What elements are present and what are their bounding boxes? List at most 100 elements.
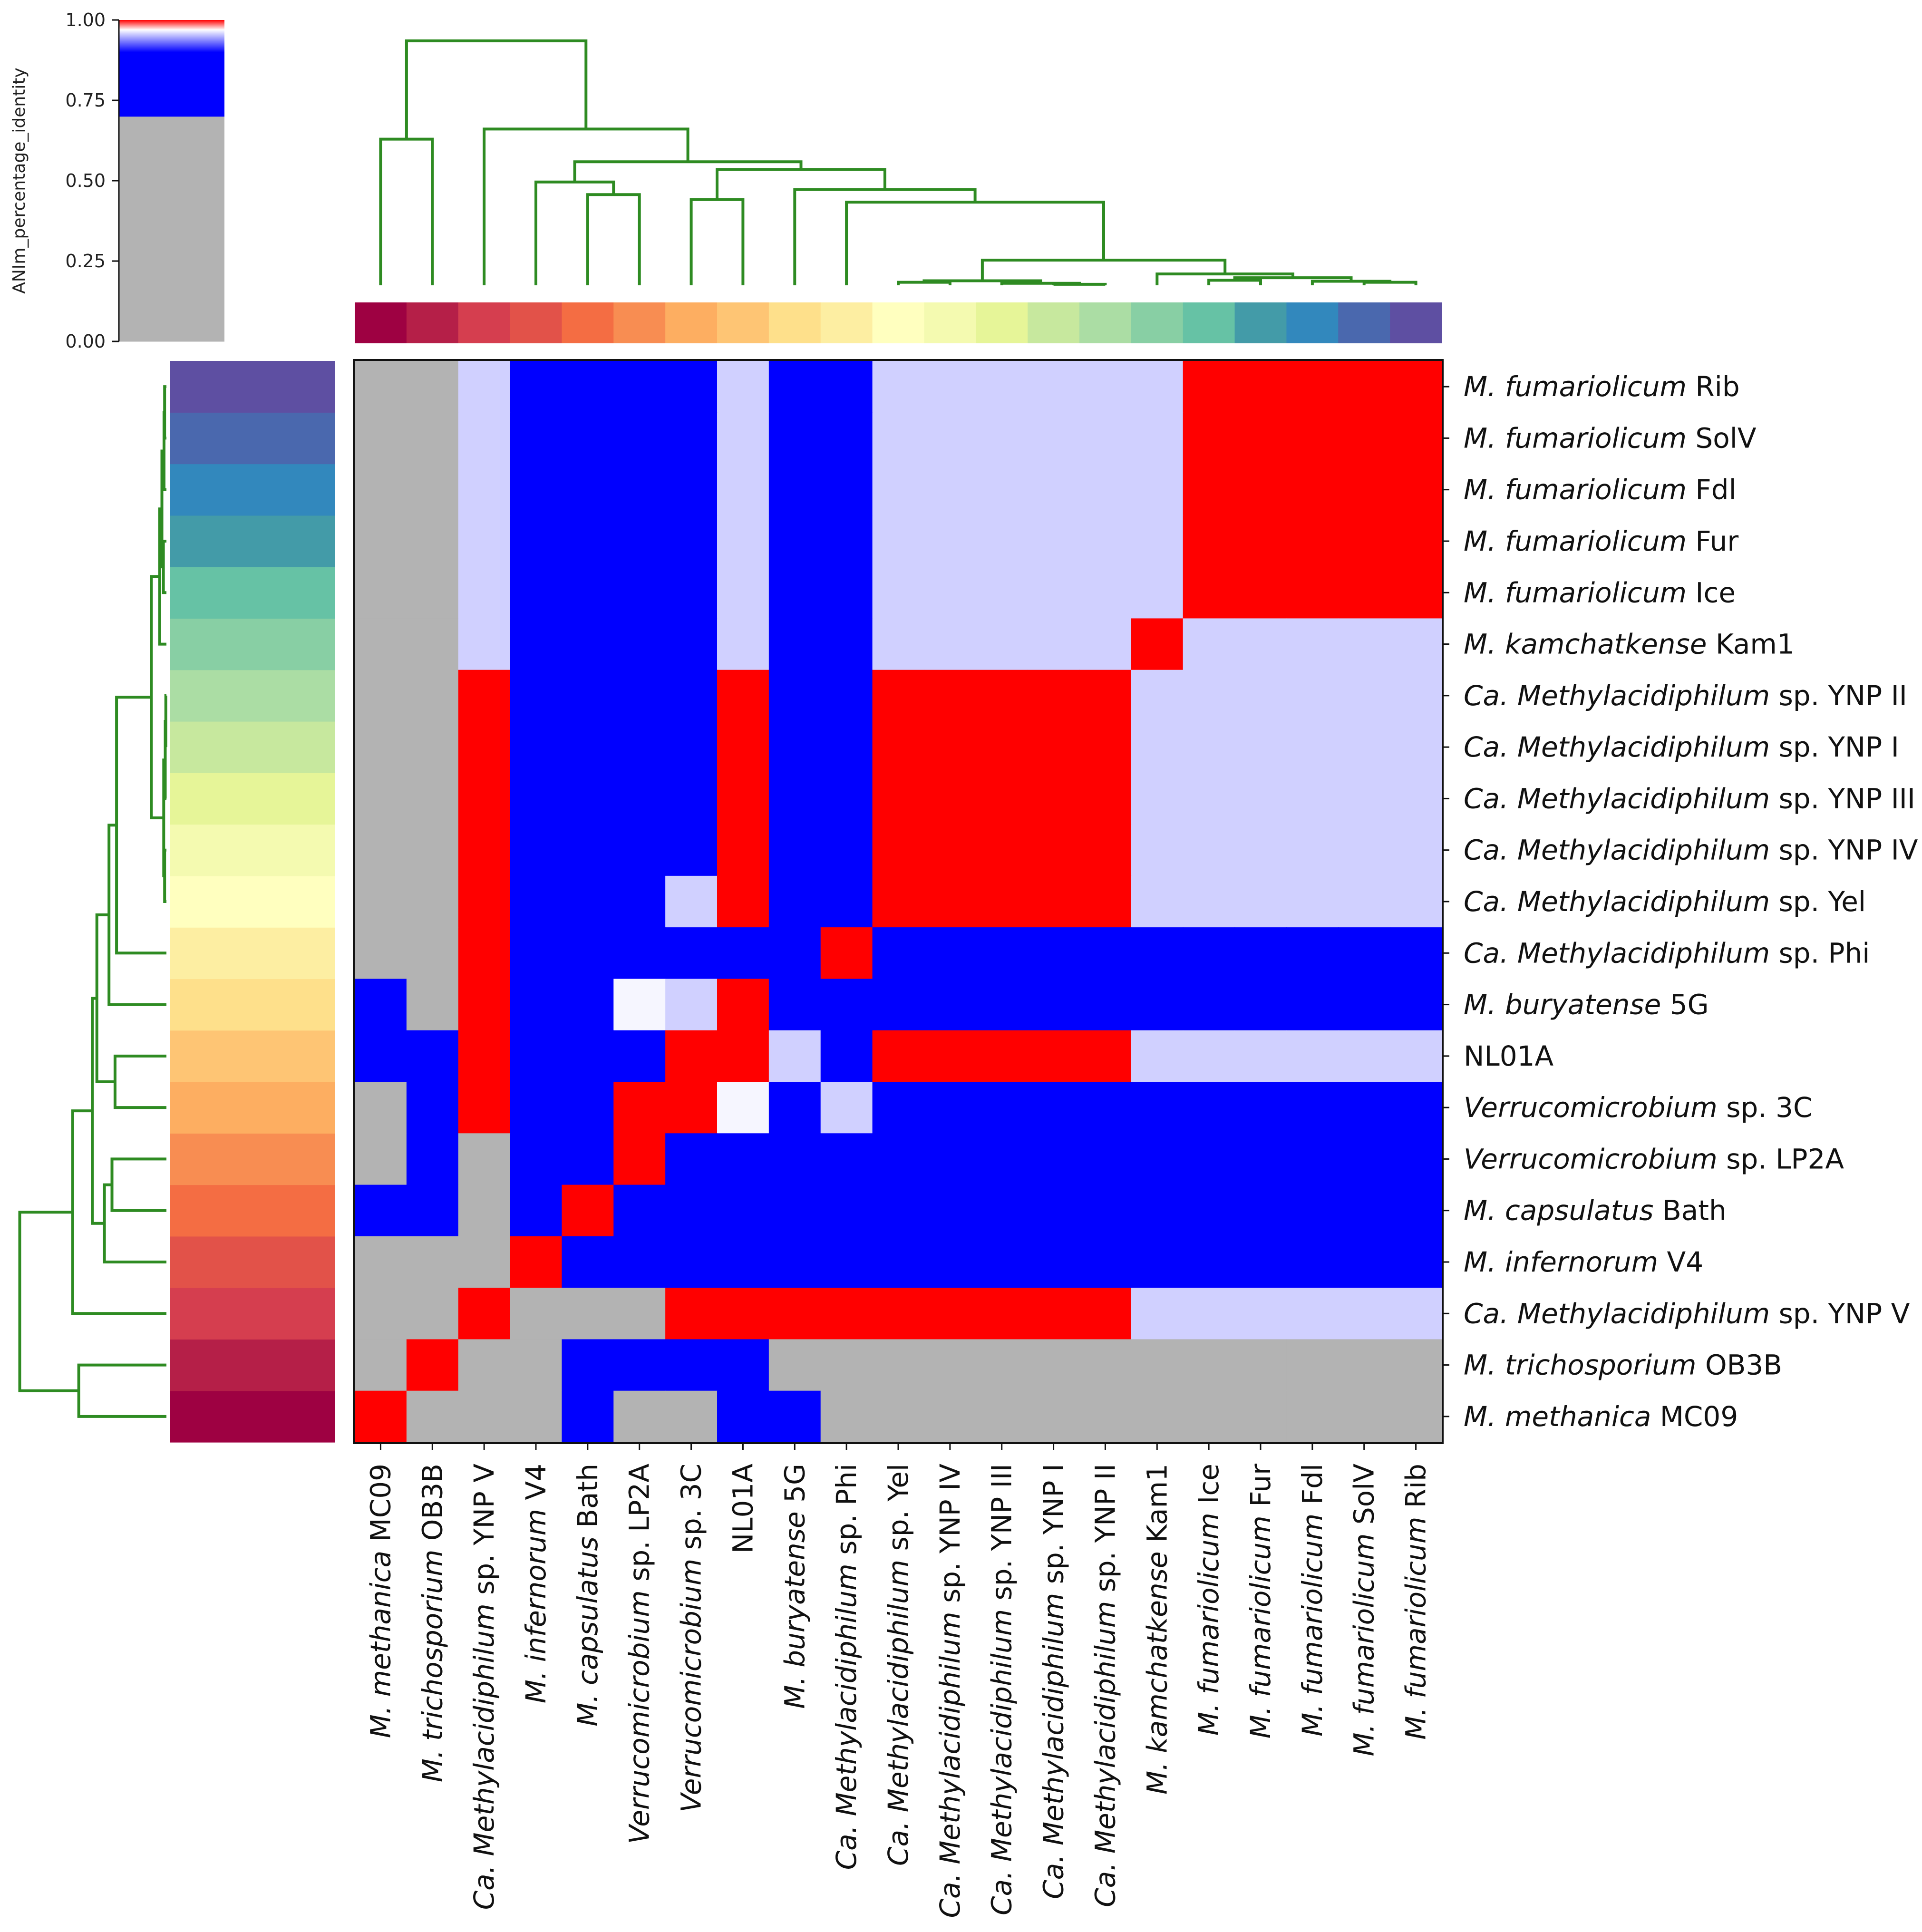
col-label: M. capsulatus Bath: [572, 1464, 604, 1727]
heatmap-cell: [1338, 1339, 1390, 1391]
heatmap-cell: [717, 927, 769, 980]
heatmap-cell: [406, 670, 459, 722]
heatmap-cell: [1183, 464, 1235, 516]
class-color-cell: [170, 1339, 335, 1391]
heatmap-cell: [355, 464, 407, 516]
class-color-cell: [170, 773, 335, 825]
heatmap-cell: [406, 618, 459, 670]
heatmap-cell: [406, 979, 459, 1031]
heatmap-cell: [1286, 515, 1339, 567]
heatmap-cell: [1131, 824, 1184, 876]
heatmap-cell: [510, 1236, 563, 1288]
col-label: Verrucomicrobium sp. 3C: [675, 1464, 708, 1813]
class-color-cell: [665, 302, 718, 343]
heatmap-cell: [1390, 670, 1442, 722]
heatmap-cell: [924, 567, 976, 619]
heatmap-cell: [1390, 1133, 1442, 1185]
heatmap-cell: [1131, 1390, 1184, 1443]
heatmap-cell: [768, 670, 821, 722]
row-label: M. trichosporium OB3B: [1464, 1349, 1782, 1381]
heatmap-cell: [820, 1030, 873, 1082]
heatmap-cell: [665, 1339, 718, 1391]
heatmap-cell: [1286, 567, 1339, 619]
heatmap-cell: [406, 1030, 459, 1082]
heatmap-cell: [976, 721, 1028, 773]
heatmap-cell: [872, 1082, 925, 1134]
heatmap-cell: [1131, 1288, 1184, 1340]
heatmap-cell: [665, 1082, 718, 1134]
heatmap-cell: [613, 464, 666, 516]
heatmap-cell: [1286, 721, 1339, 773]
colorbar: 0.00 0.25 0.50 0.75 1.00 ANIm_percentage_iden…: [10, 10, 224, 352]
heatmap-cell: [1338, 1390, 1390, 1443]
heatmap-cell: [976, 1288, 1028, 1340]
heatmap-cell: [820, 1236, 873, 1288]
dendrogram-link: [716, 168, 886, 200]
heatmap-cell: [1234, 1184, 1287, 1237]
heatmap-cell: [562, 1390, 614, 1443]
heatmap-cell: [562, 773, 614, 825]
heatmap-cell: [665, 927, 718, 980]
heatmap-cell: [820, 875, 873, 928]
col-label: Ca. Methylacidiphilum sp. YNP II: [1089, 1464, 1121, 1907]
heatmap-cell: [1131, 1184, 1184, 1237]
heatmap-cell: [872, 1288, 925, 1340]
heatmap-cell: [1183, 824, 1235, 876]
heatmap-cell: [613, 1390, 666, 1443]
heatmap-cell: [1390, 1082, 1442, 1134]
heatmap-cell: [872, 464, 925, 516]
heatmap-cell: [872, 361, 925, 413]
col-label: M. methanica MC09: [364, 1464, 397, 1738]
dendrogram-link: [71, 1109, 166, 1315]
heatmap-cell: [924, 670, 976, 722]
heatmap-cell: [1390, 1184, 1442, 1237]
heatmap-cell: [510, 567, 563, 619]
heatmap-cell: [1183, 721, 1235, 773]
heatmap-cell: [1286, 927, 1339, 980]
heatmap-cell: [562, 361, 614, 413]
heatmap-cell: [872, 618, 925, 670]
row-label: NL01A: [1464, 1040, 1554, 1072]
heatmap-cell: [1079, 824, 1132, 876]
row-label: M. fumariolicum SolV: [1464, 422, 1757, 454]
heatmap-cell: [1338, 412, 1390, 465]
dendrogram-link: [162, 411, 166, 491]
heatmap-cell: [872, 927, 925, 980]
heatmap-cell: [1390, 464, 1442, 516]
row-label: Ca. Methylacidiphilum sp. Phi: [1464, 937, 1870, 969]
heatmap-cell: [924, 875, 976, 928]
heatmap-cell: [562, 1288, 614, 1340]
heatmap-cell: [1131, 1082, 1184, 1134]
heatmap-cell: [355, 515, 407, 567]
heatmap-cell: [1183, 1236, 1235, 1288]
class-color-cell: [170, 1288, 335, 1340]
col-label: M. infernorum V4: [520, 1464, 552, 1703]
class-color-cell: [924, 302, 976, 343]
colorbar-tick-label: 1.00: [65, 10, 106, 30]
heatmap-cell: [1028, 1184, 1080, 1237]
heatmap-cell: [1286, 824, 1339, 876]
heatmap-cell: [820, 464, 873, 516]
heatmap-cell: [717, 464, 769, 516]
heatmap-cell: [1131, 361, 1184, 413]
class-color-cell: [1234, 302, 1287, 343]
heatmap-cell: [976, 773, 1028, 825]
heatmap-cell: [1079, 1236, 1132, 1288]
heatmap-cell: [665, 670, 718, 722]
heatmap-cell: [768, 875, 821, 928]
heatmap-cell: [1286, 1030, 1339, 1082]
heatmap-cell: [1131, 875, 1184, 928]
heatmap-cell: [717, 824, 769, 876]
heatmap-cell: [1286, 979, 1339, 1031]
heatmap-cell: [820, 979, 873, 1031]
heatmap-cell: [1338, 927, 1390, 980]
heatmap-cell: [510, 1082, 563, 1134]
heatmap-cell: [1079, 618, 1132, 670]
heatmap-cell: [717, 412, 769, 465]
dendrogram-link: [573, 160, 803, 182]
heatmap-cell: [1183, 1390, 1235, 1443]
heatmap-cell: [665, 1288, 718, 1340]
row-label: Verrucomicrobium sp. 3C: [1464, 1091, 1813, 1124]
heatmap-cell: [820, 1082, 873, 1134]
heatmap-cell: [665, 824, 718, 876]
